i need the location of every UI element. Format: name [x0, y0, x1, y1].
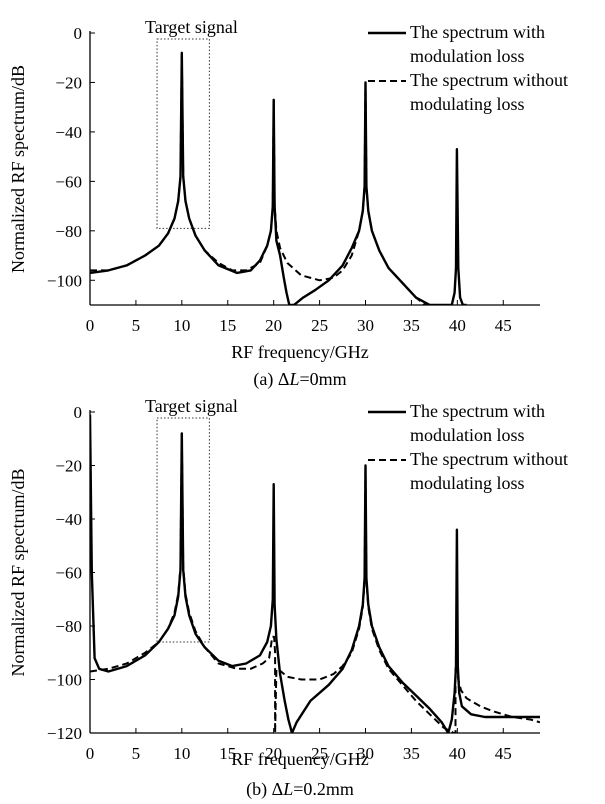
y-axis-label: Normalized RF spectrum/dB [8, 469, 28, 677]
x-tick-label: 5 [132, 316, 141, 335]
target-signal-label: Target signal [145, 396, 238, 416]
legend-entry-text: modulating loss [410, 473, 525, 493]
y-tick-label: −20 [55, 73, 82, 92]
x-axis-label: RF frequency/GHz [231, 749, 368, 769]
x-tick-label: 30 [357, 744, 374, 763]
x-tick-label: 40 [449, 744, 466, 763]
x-tick-label: 35 [403, 744, 420, 763]
x-axis-label: RF frequency/GHz [231, 342, 368, 362]
x-tick-label: 0 [86, 316, 95, 335]
x-tick-label: 5 [132, 744, 141, 763]
y-axis-label: Normalized RF spectrum/dB [8, 65, 28, 273]
legend-entry-text: The spectrum with [410, 401, 545, 421]
target-signal-label: Target signal [145, 17, 238, 37]
caption-variable: L [282, 779, 293, 799]
y-tick-label: 0 [74, 403, 83, 422]
panel-caption: (a) ΔL=0mm [253, 369, 346, 390]
x-tick-label: 0 [86, 744, 95, 763]
y-tick-label: −60 [55, 564, 82, 583]
y-tick-label: −100 [47, 671, 82, 690]
x-tick-label: 10 [173, 744, 190, 763]
x-tick-label: 10 [173, 316, 190, 335]
panel-caption: (b) ΔL=0.2mm [246, 779, 354, 800]
y-tick-label: −80 [55, 222, 82, 241]
y-tick-label: −80 [55, 617, 82, 636]
series-line-without-loss [90, 51, 426, 305]
x-tick-label: 45 [495, 744, 512, 763]
y-tick-label: −100 [47, 271, 82, 290]
legend-entry-text: modulation loss [410, 46, 525, 66]
x-tick-label: 35 [403, 316, 420, 335]
y-tick-label: −40 [55, 510, 82, 529]
x-tick-label: 20 [265, 316, 282, 335]
chart-panel-b: 0 5 10 15 20 25 30 35 40 45 0 −20 −40 −60 −80 −100 −120 R… [8, 396, 568, 800]
x-tick-label: 25 [311, 316, 328, 335]
caption-variable: L [288, 369, 299, 389]
caption-prefix: (a) Δ [253, 369, 289, 390]
x-tick-label: 20 [265, 744, 282, 763]
legend-entry-text: modulating loss [410, 94, 525, 114]
caption-suffix: =0.2mm [293, 779, 354, 799]
series-line-with-loss [90, 414, 540, 733]
x-tick-label: 40 [449, 316, 466, 335]
legend-entry-text: modulation loss [410, 425, 525, 445]
x-tick-label: 25 [311, 744, 328, 763]
legend-entry-text: The spectrum without [410, 70, 568, 90]
y-tick-label: −120 [47, 724, 82, 743]
legend-entry-text: The spectrum with [410, 22, 545, 42]
caption-suffix: =0mm [299, 369, 346, 389]
x-tick-label: 15 [219, 316, 236, 335]
series-line-with-loss [90, 51, 467, 305]
x-tick-label: 15 [219, 744, 236, 763]
target-signal-box [156, 38, 210, 229]
x-tick-label: 30 [357, 316, 374, 335]
caption-prefix: (b) Δ [246, 779, 283, 800]
x-tick-label: 45 [495, 316, 512, 335]
y-tick-label: −20 [55, 457, 82, 476]
legend-entry-text: The spectrum without [410, 449, 568, 469]
y-tick-label: −60 [55, 172, 82, 191]
y-tick-label: −40 [55, 123, 82, 142]
chart-panel-a: 0 5 10 15 20 25 30 35 40 45 0 −20 −40 −60 −80 −100 RF fr… [8, 17, 568, 390]
y-tick-label: 0 [74, 24, 83, 43]
